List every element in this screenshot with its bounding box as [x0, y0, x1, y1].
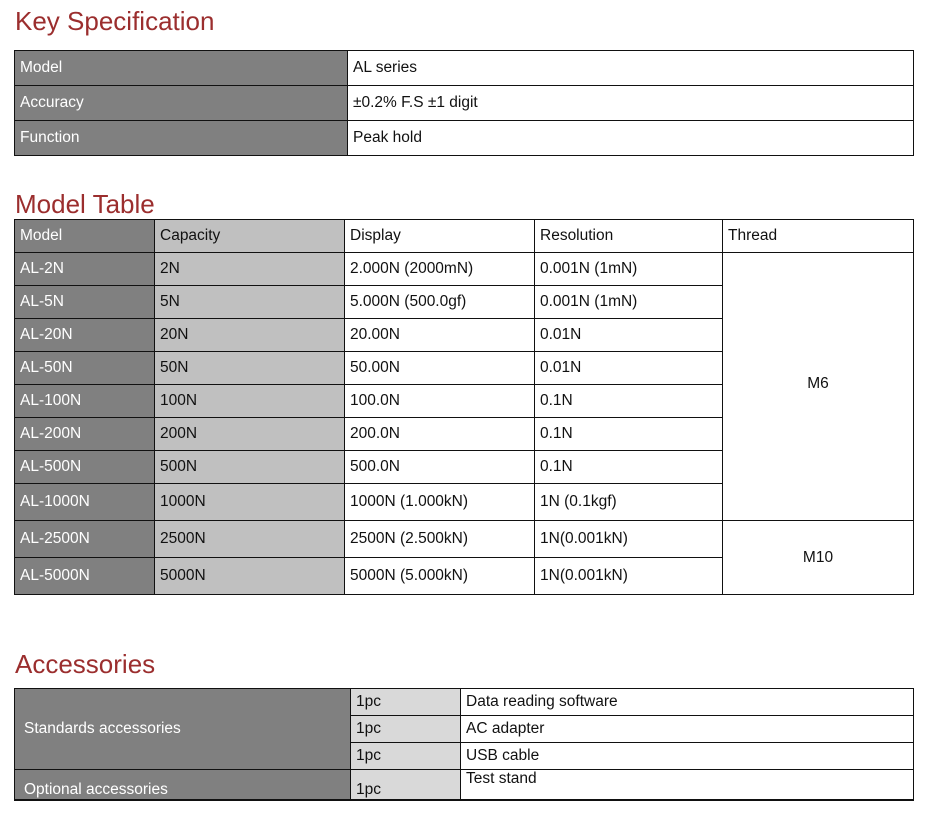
model-cell: AL-500N [14, 450, 155, 484]
model-cell: 1N(0.001kN) [534, 557, 723, 595]
model-cell: 5000N [154, 557, 345, 595]
accessory-name: Data reading software [460, 688, 914, 716]
model-cell: AL-50N [14, 351, 155, 385]
model-row: AL-2N 2N 2.000N (2000mN) 0.001N (1mN) M6 [14, 252, 914, 521]
model-cell: 2.000N (2000mN) [344, 252, 535, 286]
spec-row: Function Peak hold [14, 120, 914, 156]
accessory-qty: 1pc [350, 688, 461, 716]
model-row: AL-100N 100N 100.0N 0.1N [14, 384, 914, 418]
model-cell: AL-1000N [14, 483, 155, 521]
accessory-row: 1pc AC adapter [15, 715, 914, 743]
standard-accessories-label: Standards accessories [14, 688, 351, 770]
model-cell: 0.01N [534, 351, 723, 385]
model-row: AL-200N 200N 200.0N 0.1N [14, 417, 914, 451]
model-cell: 500.0N [344, 450, 535, 484]
accessory-qty: 1pc [350, 715, 461, 743]
model-cell: AL-5N [14, 285, 155, 319]
model-row: AL-5N 5N 5.000N (500.0gf) 0.001N (1mN) [14, 285, 914, 319]
accessory-name: Test stand [460, 769, 914, 801]
model-cell: 0.001N (1mN) [534, 252, 723, 286]
model-cell: 50.00N [344, 351, 535, 385]
model-cell: 5N [154, 285, 345, 319]
column-header: Model [14, 219, 155, 253]
spec-value: ±0.2% F.S ±1 digit [347, 85, 914, 121]
column-header: Thread [722, 219, 914, 253]
model-cell: 100.0N [344, 384, 535, 418]
accessory-name: AC adapter [460, 715, 914, 743]
model-cell: 0.01N [534, 318, 723, 352]
accessory-qty: 1pc [350, 769, 461, 801]
model-cell: AL-2N [14, 252, 155, 286]
spec-label: Function [14, 120, 348, 156]
model-cell: AL-100N [14, 384, 155, 418]
column-header: Capacity [154, 219, 345, 253]
model-cell: 0.1N [534, 450, 723, 484]
thread-cell: M10 [722, 520, 914, 595]
model-cell: 50N [154, 351, 345, 385]
spec-label: Model [14, 50, 348, 86]
model-cell: 2500N [154, 520, 345, 558]
optional-accessories-label: Optional accessories [14, 769, 351, 801]
model-row: AL-5000N 5000N 5000N (5.000kN) 1N(0.001kN) [14, 557, 914, 595]
model-cell: 2500N (2.500kN) [344, 520, 535, 558]
model-cell: 0.1N [534, 384, 723, 418]
model-row: AL-20N 20N 20.00N 0.01N [14, 318, 914, 352]
model-cell: 5.000N (500.0gf) [344, 285, 535, 319]
model-cell: AL-2500N [14, 520, 155, 558]
model-cell: 1N (0.1kgf) [534, 483, 723, 521]
accessory-row: Optional accessories 1pc Test stand [14, 769, 914, 801]
model-cell: 500N [154, 450, 345, 484]
accessory-row: 1pc USB cable [15, 742, 914, 770]
spec-value: Peak hold [347, 120, 914, 156]
model-cell: AL-20N [14, 318, 155, 352]
column-header: Resolution [534, 219, 723, 253]
thread-cell: M6 [722, 252, 914, 521]
accessory-qty: 1pc [350, 742, 461, 770]
model-cell: 1N(0.001kN) [534, 520, 723, 558]
accessories-table: Standards accessories 1pc Data reading s… [14, 688, 914, 801]
model-row: AL-2500N 2500N 2500N (2.500kN) 1N(0.001kN) M… [14, 520, 914, 595]
key-specification-title: Key Specification [15, 6, 215, 36]
accessory-row: Standards accessories 1pc Data reading s… [14, 688, 914, 770]
model-table-title: Model Table [15, 189, 155, 219]
spec-value: AL series [347, 50, 914, 86]
accessories-title: Accessories [15, 649, 156, 679]
model-table: Model Capacity Display Resolution Thread AL-2… [14, 219, 914, 595]
key-specification-table: Model AL series Accuracy ±0.2% F.S ±1 digi… [14, 50, 914, 156]
model-cell: 200N [154, 417, 345, 451]
model-cell: 20N [154, 318, 345, 352]
model-cell: 100N [154, 384, 345, 418]
model-row: AL-50N 50N 50.00N 0.01N [14, 351, 914, 385]
model-cell: 200.0N [344, 417, 535, 451]
accessory-name: USB cable [460, 742, 914, 770]
model-cell: 0.1N [534, 417, 723, 451]
model-cell: 20.00N [344, 318, 535, 352]
model-cell: 2N [154, 252, 345, 286]
column-header: Display [344, 219, 535, 253]
model-header-row: Model Capacity Display Resolution Thread [14, 219, 914, 253]
model-cell: 1000N [154, 483, 345, 521]
model-cell: AL-5000N [14, 557, 155, 595]
spec-row: Model AL series [14, 50, 914, 86]
model-cell: 0.001N (1mN) [534, 285, 723, 319]
spec-row: Accuracy ±0.2% F.S ±1 digit [14, 85, 914, 121]
model-cell: 1000N (1.000kN) [344, 483, 535, 521]
model-cell: 5000N (5.000kN) [344, 557, 535, 595]
spec-label: Accuracy [14, 85, 348, 121]
model-row: AL-500N 500N 500.0N 0.1N [14, 450, 914, 484]
model-cell: AL-200N [14, 417, 155, 451]
